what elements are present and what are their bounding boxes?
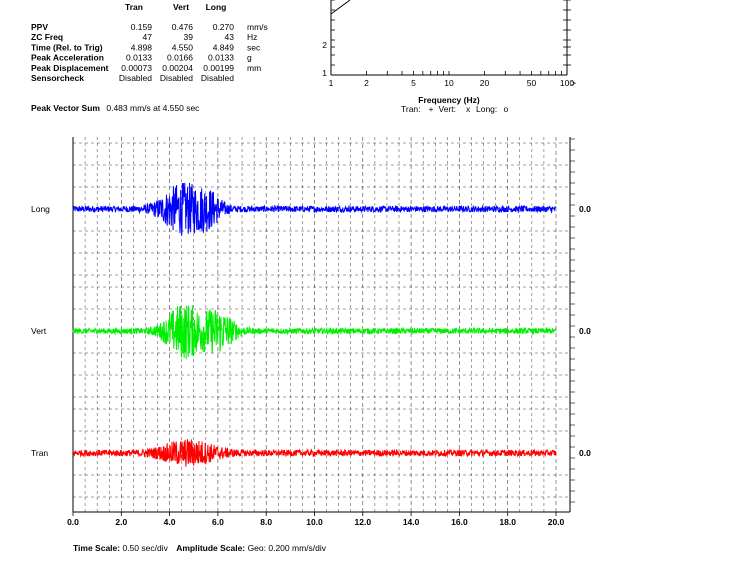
row-value: 0.270 <box>213 22 235 32</box>
row-unit: sec <box>247 42 261 52</box>
row-value: 4.849 <box>213 42 235 52</box>
amplitude-scale-label: Amplitude Scale: <box>176 543 245 553</box>
freq-x-tick-label: 20 <box>480 78 490 88</box>
time-scale-label: Time Scale: <box>73 543 120 553</box>
legend-label-long: Long: <box>476 104 497 114</box>
col-header-long: Long <box>206 2 227 12</box>
row-value: 0.00073 <box>121 63 152 73</box>
wave-x-tick-label: 2.0 <box>115 517 127 527</box>
legend-label-vert: Vert: <box>439 104 456 114</box>
freq-y-tick-label: 2 <box>322 40 327 50</box>
peak-vector-sum: Peak Vector Sum 0.483 mm/s at 4.550 sec <box>31 103 200 113</box>
trace-baseline-value: 0.0 <box>579 204 591 214</box>
row-unit: mm <box>247 63 261 73</box>
row-label: ZC Freq <box>31 32 63 42</box>
legend-marker-vert: x <box>466 104 471 114</box>
row-value: 4.898 <box>131 42 153 52</box>
row-label: Peak Displacement <box>31 63 109 73</box>
row-value: Disabled <box>119 73 152 83</box>
freq-x-tick-label: 10 <box>444 78 454 88</box>
wave-grid <box>72 137 575 513</box>
row-value: 0.476 <box>172 22 194 32</box>
legend-marker-tran: + <box>429 104 434 114</box>
wave-x-tick-label: 10.0 <box>306 517 323 527</box>
wave-x-tick-label: 20.0 <box>548 517 565 527</box>
amplitude-scale-value: Geo: 0.200 mm/s/div <box>248 543 327 553</box>
wave-x-tick-label: 4.0 <box>164 517 176 527</box>
freq-legend: Tran: + Vert: x Long: o <box>401 104 509 114</box>
frequency-chart: 1 2 5 10 20 50 100 1 2 > Frequency (Hz) Tran: + Ve… <box>322 0 576 114</box>
row-value: 0.00199 <box>203 63 234 73</box>
freq-x-tick-label: 50 <box>527 78 537 88</box>
wave-x-tick-label: 0.0 <box>67 517 79 527</box>
wave-x-tick-label: 8.0 <box>260 517 272 527</box>
wave-x-tick-label: 18.0 <box>499 517 516 527</box>
freq-x-tick-label: 5 <box>411 78 416 88</box>
trace-baseline-value: 0.0 <box>579 448 591 458</box>
freq-x-tick-label: 2 <box>364 78 369 88</box>
row-label: PPV <box>31 22 48 32</box>
row-value: Disabled <box>201 73 234 83</box>
row-label: Peak Acceleration <box>31 53 104 63</box>
row-value: 47 <box>143 32 153 42</box>
legend-label-tran: Tran: <box>401 104 421 114</box>
peak-vector-sum-value: 0.483 mm/s at 4.550 sec <box>106 103 200 113</box>
peak-vector-sum-label: Peak Vector Sum <box>31 103 100 113</box>
trace-long <box>72 182 557 236</box>
freq-x-label: Frequency (Hz) <box>418 95 480 105</box>
scale-footer: Time Scale: 0.50 sec/div Amplitude Scale… <box>73 543 327 553</box>
freq-y-tick-label: 1 <box>322 68 327 78</box>
wave-x-tick-label: 12.0 <box>355 517 372 527</box>
time-scale-value: 0.50 sec/div <box>122 543 168 553</box>
col-header-tran: Tran <box>125 2 143 12</box>
row-label: Sensorcheck <box>31 73 84 83</box>
trace-tran <box>72 439 557 467</box>
row-value: 0.0133 <box>126 53 152 63</box>
summary-table: Tran Vert Long PPV 0.159 0.476 0.270 mm/s ZC … <box>31 2 268 83</box>
freq-x-tick-label: 1 <box>329 78 334 88</box>
freq-reference-line <box>330 0 351 15</box>
row-value: 0.159 <box>131 22 153 32</box>
row-value: Disabled <box>160 73 193 83</box>
row-unit: Hz <box>247 32 257 42</box>
wave-x-tick-label: 6.0 <box>212 517 224 527</box>
row-value: 0.0166 <box>167 53 193 63</box>
row-value: 0.00204 <box>162 63 193 73</box>
waveform-chart: Long 0.0 Vert 0.0 Tran 0.0 0.0 2.0 4.0 6.0 8.0 10.… <box>31 137 591 527</box>
row-value: 0.0133 <box>208 53 234 63</box>
row-label: Time (Rel. to Trig) <box>31 42 103 52</box>
wave-x-tick-label: 16.0 <box>451 517 468 527</box>
freq-x-tick-label: 100 <box>560 78 574 88</box>
trace-label-long: Long <box>31 204 50 214</box>
row-value: 39 <box>184 32 194 42</box>
trace-label-vert: Vert <box>31 326 47 336</box>
row-value: 43 <box>225 32 235 42</box>
freq-axis-arrow: > <box>571 78 576 88</box>
trace-label-tran: Tran <box>31 448 48 458</box>
col-header-vert: Vert <box>173 2 189 12</box>
row-unit: g <box>247 53 252 63</box>
wave-x-tick-label: 14.0 <box>403 517 420 527</box>
trace-vert <box>72 305 557 360</box>
trace-baseline-value: 0.0 <box>579 326 591 336</box>
row-unit: mm/s <box>247 22 268 32</box>
row-value: 4.550 <box>172 42 194 52</box>
legend-marker-long: o <box>504 104 509 114</box>
